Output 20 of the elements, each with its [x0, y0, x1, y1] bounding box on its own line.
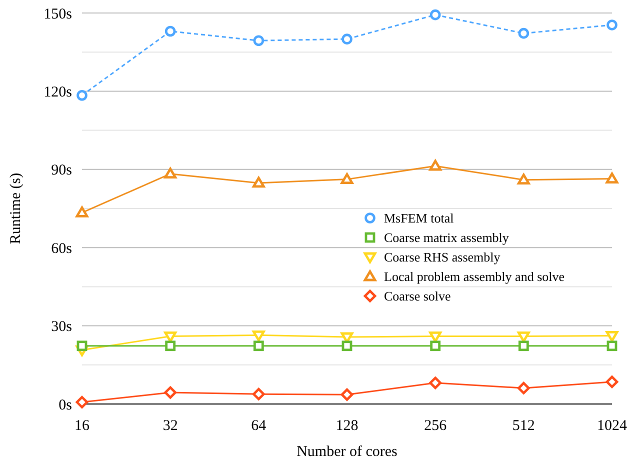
- x-tick-label: 128: [336, 418, 358, 434]
- legend-label: Coarse matrix assembly: [384, 230, 510, 246]
- x-tick-label: 256: [424, 418, 448, 434]
- legend-label: Coarse RHS assembly: [384, 250, 501, 265]
- y-tick-label: 60s: [51, 240, 72, 257]
- legend-label: Local problem assembly and solve: [384, 269, 565, 284]
- x-tick-label: 512: [512, 418, 535, 434]
- y-tick-label: 120s: [44, 84, 72, 100]
- x-axis-title: Number of cores: [296, 444, 398, 460]
- x-tick-label: 1024: [597, 418, 628, 434]
- y-axis-title: Runtime (s): [8, 172, 24, 244]
- x-tick-label: 32: [162, 418, 178, 434]
- y-tick-label: 0s: [58, 397, 72, 414]
- x-tick-label: 16: [74, 418, 90, 434]
- legend-label: MsFEM total: [384, 210, 454, 226]
- legend-label: Coarse solve: [384, 288, 452, 304]
- x-tick-label: 64: [251, 418, 267, 434]
- y-tick-label: 30s: [51, 319, 72, 336]
- y-tick-label: 150s: [44, 6, 72, 22]
- y-tick-label: 90s: [51, 162, 72, 179]
